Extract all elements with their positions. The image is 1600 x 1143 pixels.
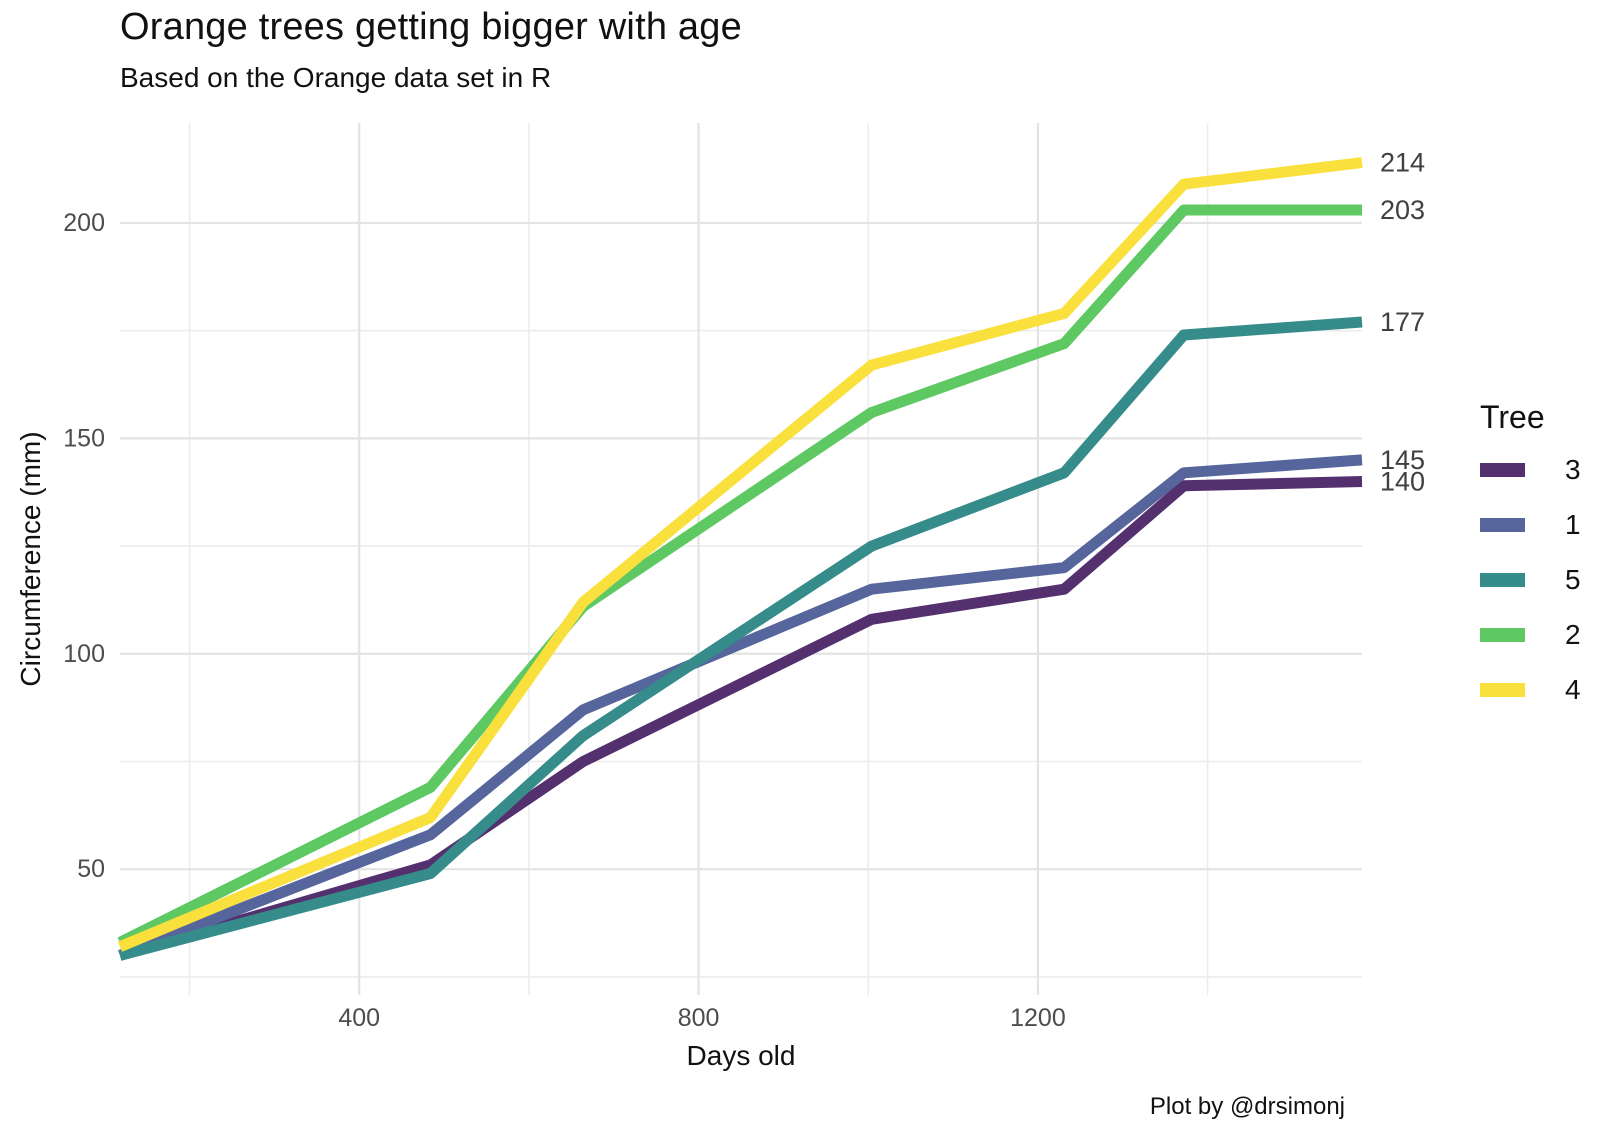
chart-subtitle: Based on the Orange data set in R bbox=[120, 62, 552, 93]
end-label-tree-5: 177 bbox=[1380, 307, 1425, 337]
legend-label-tree-1: 1 bbox=[1565, 508, 1581, 540]
gridlines-minor bbox=[120, 123, 1362, 995]
y-tick-label: 200 bbox=[63, 209, 105, 237]
y-tick-label: 150 bbox=[63, 424, 105, 452]
legend-items: 3 1 5 2 4 bbox=[1480, 442, 1581, 717]
end-label-tree-1: 145 bbox=[1380, 445, 1425, 475]
chart-title: Orange trees getting bigger with age bbox=[120, 6, 742, 48]
legend: Tree 3 1 5 2 4 bbox=[1480, 398, 1581, 717]
legend-key-tree-2 bbox=[1480, 627, 1525, 642]
y-tick-label: 50 bbox=[77, 855, 105, 883]
legend-label-tree-2: 2 bbox=[1565, 618, 1581, 650]
legend-item-tree-2: 2 bbox=[1480, 607, 1581, 662]
x-tick-label: 1200 bbox=[1010, 1004, 1066, 1032]
series-lines bbox=[117, 157, 1363, 961]
series-line-tree-5 bbox=[118, 316, 1363, 961]
legend-label-tree-5: 5 bbox=[1565, 563, 1581, 595]
series-line-tree-4 bbox=[117, 157, 1363, 952]
end-label-tree-2: 203 bbox=[1380, 195, 1425, 225]
legend-item-tree-1: 1 bbox=[1480, 497, 1581, 552]
legend-item-tree-3: 3 bbox=[1480, 442, 1581, 497]
axis-tick-labels: 400 800 1200 50 100 150 200 bbox=[63, 209, 1065, 1032]
series-line-tree-1 bbox=[118, 454, 1363, 961]
y-tick-label: 100 bbox=[63, 640, 105, 668]
end-label-tree-3: 140 bbox=[1380, 466, 1425, 496]
legend-item-tree-5: 5 bbox=[1480, 552, 1581, 607]
legend-key-tree-5 bbox=[1480, 572, 1525, 587]
series-line-tree-2 bbox=[117, 204, 1362, 948]
legend-title: Tree bbox=[1480, 399, 1545, 435]
legend-label-tree-4: 4 bbox=[1565, 673, 1581, 705]
legend-key-tree-1 bbox=[1480, 517, 1525, 532]
legend-label-tree-3: 3 bbox=[1565, 453, 1581, 485]
legend-item-tree-4: 4 bbox=[1480, 662, 1581, 717]
plot-caption: Plot by @drsimonj bbox=[1149, 1093, 1345, 1120]
x-tick-label: 800 bbox=[678, 1004, 720, 1032]
legend-key-tree-4 bbox=[1480, 682, 1525, 697]
series-line-tree-3 bbox=[118, 476, 1363, 961]
legend-key-tree-3 bbox=[1480, 462, 1525, 477]
end-label-tree-4: 214 bbox=[1380, 148, 1425, 178]
x-axis-title: Days old bbox=[686, 1040, 796, 1071]
x-tick-label: 400 bbox=[338, 1004, 380, 1032]
